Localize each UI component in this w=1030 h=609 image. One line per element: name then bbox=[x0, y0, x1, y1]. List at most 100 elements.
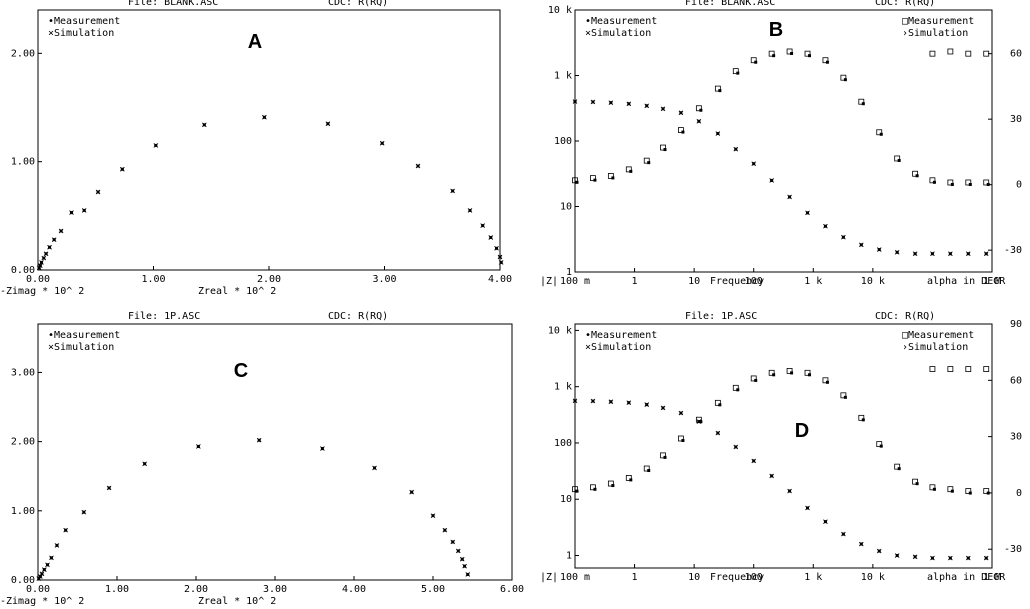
panel-b-phase-simulation-point bbox=[932, 180, 936, 184]
panel-a-file-title: File: BLANK.ASC bbox=[128, 0, 218, 8]
panel-b-y-tick-label: 100 bbox=[554, 136, 572, 147]
panel-b-phase-simulation-point bbox=[843, 78, 847, 82]
panel-c-x-tick-label: 1.00 bbox=[105, 584, 129, 595]
panel-b-magnitude-simulation-point-stroke-b bbox=[912, 251, 918, 257]
panel-d-magnitude-simulation-point bbox=[930, 555, 935, 561]
panel-d-phase-measurement-point bbox=[643, 465, 650, 472]
panel-d-legend-phase-simulation: ›Simulation bbox=[902, 342, 968, 353]
panel-d-magnitude-simulation-point bbox=[572, 398, 578, 404]
panel-b-magnitude-simulation-point bbox=[572, 99, 578, 104]
panel-d-magnitude-simulation-point bbox=[965, 555, 971, 561]
panel-c-y-tick-label: 1.00 bbox=[11, 506, 35, 517]
panel-a-x-tick-label: 4.00 bbox=[488, 274, 512, 285]
panel-a-simulation-point-stroke-b bbox=[153, 143, 159, 148]
panel-b-legend-magnitude-measurement: •Measurement bbox=[585, 16, 657, 27]
panel-a-x-tick-label: 1.00 bbox=[141, 274, 165, 285]
panel-d-phase-axis-label: alpha in DEGR bbox=[927, 572, 1006, 583]
panel-c-panel-letter: C bbox=[234, 360, 248, 382]
panel-a-x-tick-label: 0.00 bbox=[26, 274, 50, 285]
panel-c-simulation-point-stroke-b bbox=[196, 444, 201, 449]
panel-b-phase-simulation-point bbox=[861, 102, 865, 106]
panel-a-plot-frame bbox=[37, 9, 501, 271]
panel-d-phase-marker-point bbox=[929, 366, 936, 372]
panel-d-phase-simulation-point bbox=[915, 482, 919, 486]
panel-d-phase-measurement-point bbox=[572, 486, 578, 493]
panel-d-magnitude-simulation-point bbox=[912, 554, 918, 560]
panel-c-simulation-point-stroke-b bbox=[81, 509, 87, 515]
panel-c-simulation-point-stroke-b bbox=[54, 543, 60, 548]
panel-b-phase-tick-label: -30 bbox=[1004, 245, 1022, 256]
panel-c-y-axis-label: -Zimag * 10^ 2 bbox=[0, 596, 84, 607]
panel-b-phase-simulation-point bbox=[663, 148, 667, 152]
panel-b-magnitude-axis-label: |Z| bbox=[540, 276, 558, 287]
panel-b-magnitude-simulation-point-stroke-b bbox=[660, 106, 666, 112]
panel-d-phase-measurement-point bbox=[625, 475, 632, 481]
panel-b-phase-measurement-point bbox=[695, 105, 702, 112]
panel-c-simulation-point bbox=[49, 555, 54, 561]
panel-a-simulation-point bbox=[39, 260, 44, 265]
panel-c-simulation-point bbox=[81, 509, 87, 515]
panel-d-phase-simulation-point bbox=[879, 444, 883, 448]
panel-d-phase-simulation-point bbox=[611, 484, 615, 488]
panel-d-plot-frame bbox=[574, 323, 993, 569]
panel-b-phase-measurement-point bbox=[678, 127, 684, 133]
panel-a-simulation-point-stroke-b bbox=[37, 263, 43, 268]
panel-c-simulation-point bbox=[442, 527, 448, 533]
panel-d-y-tick-label: 1 k bbox=[554, 382, 572, 393]
panel-c-simulation-point-stroke-b bbox=[450, 539, 456, 545]
panel-a-simulation-point bbox=[262, 114, 267, 120]
panel-b-phase-simulation-point bbox=[593, 178, 597, 182]
panel-d-y-tick-label: 10 k bbox=[548, 325, 572, 336]
panel-b-magnitude-simulation-point bbox=[626, 101, 632, 107]
panel-c: File: 1P.ASC CDC: R(RQ) •Measurement×Simul… bbox=[0, 311, 524, 607]
panel-c-simulation-point bbox=[42, 567, 47, 572]
panel-d-phase-measurement-point bbox=[965, 488, 972, 494]
panel-b-phase-simulation-point bbox=[575, 180, 579, 184]
panel-d-magnitude-simulation-point-stroke-b bbox=[983, 555, 989, 561]
panel-a-simulation-point bbox=[37, 263, 43, 268]
panel-a-simulation-point bbox=[69, 210, 74, 215]
panel-a-simulation-point-stroke-b bbox=[41, 255, 47, 261]
panel-d-magnitude-simulation-point bbox=[894, 553, 900, 558]
panel-a-simulation-point-stroke-b bbox=[325, 121, 331, 127]
panel-a: File: BLANK.ASC CDC: R(RQ) •Measurement×Si… bbox=[0, 0, 512, 297]
panel-b-phase-measurement-point bbox=[876, 129, 883, 136]
panel-d-phase-simulation-point bbox=[575, 489, 579, 493]
panel-b-phase-measurement-point bbox=[572, 177, 578, 184]
panel-a-y-tick-label: 1.00 bbox=[11, 157, 35, 168]
panel-d-phase-measurement-point bbox=[858, 414, 865, 421]
panel-d-magnitude-simulation-point bbox=[733, 444, 739, 450]
panel-d-phase-simulation-point bbox=[663, 455, 667, 459]
panel-b-magnitude-simulation-point-stroke-b bbox=[983, 251, 989, 257]
panel-b-panel-letter: B bbox=[769, 19, 783, 41]
panel-d-phase-simulation-point bbox=[843, 395, 847, 399]
panel-a-simulation-point bbox=[497, 254, 503, 260]
panel-b-magnitude-simulation-point-stroke-b bbox=[965, 251, 971, 257]
panel-a-simulation-point-stroke-b bbox=[51, 237, 57, 242]
panel-a-simulation-point-stroke-b bbox=[488, 235, 494, 240]
panel-b-magnitude-simulation-point-stroke-b bbox=[678, 110, 684, 116]
panel-b-phase-axis-label: alpha in DEGR bbox=[927, 276, 1006, 287]
panel-b-magnitude-simulation-point bbox=[965, 251, 971, 257]
panel-a-simulation-point-stroke-b bbox=[81, 208, 87, 213]
panel-d-phase-simulation-point bbox=[772, 373, 776, 377]
panel-b-magnitude-simulation-point bbox=[769, 178, 774, 183]
panel-d-magnitude-simulation-point bbox=[608, 399, 614, 405]
panel-d-magnitude-simulation-point-stroke-b bbox=[751, 458, 757, 464]
panel-d-phase-tick-label: -30 bbox=[1004, 544, 1022, 555]
panel-a-simulation-point-stroke-b bbox=[95, 189, 101, 195]
panel-a-simulation-point bbox=[202, 122, 207, 128]
panel-d-magnitude-simulation-point-stroke-b bbox=[644, 402, 650, 407]
panel-b-phase-marker-point bbox=[983, 50, 990, 57]
panel-d-phase-tick-label: 30 bbox=[1010, 432, 1022, 443]
panel-b-phase-measurement-point bbox=[607, 173, 614, 179]
panel-a-simulation-point bbox=[467, 208, 473, 213]
panel-a-simulation-point-stroke-b bbox=[480, 223, 485, 228]
panel-b-phase-measurement-point bbox=[660, 144, 666, 151]
panel-d-legend-magnitude-simulation: ×Simulation bbox=[585, 342, 651, 353]
panel-a-simulation-point-stroke-b bbox=[450, 188, 455, 194]
panel-b-magnitude-simulation-point bbox=[876, 247, 882, 252]
panel-b-phase-tick-label: 0 bbox=[1016, 180, 1022, 191]
panel-a-simulation-point-stroke-b bbox=[47, 244, 52, 250]
